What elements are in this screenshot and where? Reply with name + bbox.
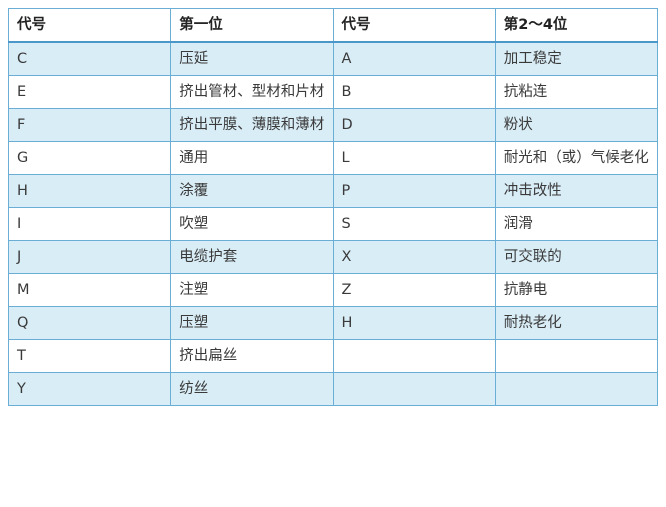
- table-cell: 耐光和（或）气候老化: [494, 141, 659, 175]
- table-row: H 涂覆 P 冲击改性: [7, 174, 659, 208]
- header-cell: 第2～4位: [494, 8, 659, 43]
- empty-cell: [494, 339, 659, 373]
- table-cell: C: [7, 41, 172, 76]
- table-body: C 压延 A 加工稳定 E 挤出管材、型材和片材 B 抗粘连 F 挤出平膜、薄膜和薄材 D 粉状 G 通用…: [7, 41, 659, 406]
- table-cell: 压延: [170, 41, 334, 76]
- table-cell: 吹塑: [170, 207, 334, 241]
- empty-cell: [332, 372, 496, 406]
- table-row: G 通用 L 耐光和（或）气候老化: [7, 141, 659, 175]
- table-row: E 挤出管材、型材和片材 B 抗粘连: [7, 75, 659, 109]
- table-cell: 耐热老化: [494, 306, 659, 340]
- table-cell: T: [7, 339, 172, 373]
- table-cell: A: [332, 41, 496, 76]
- table-cell: F: [7, 108, 172, 142]
- table-cell: 冲击改性: [494, 174, 659, 208]
- table-cell: 挤出扁丝: [170, 339, 334, 373]
- table-wrapper: 代号 第一位 代号 第2～4位 C 压延 A 加工稳定 E 挤出管材、型材和片材 B 抗粘连 F 挤出平…: [7, 8, 659, 406]
- table-cell: M: [7, 273, 172, 307]
- table-cell: 通用: [170, 141, 334, 175]
- table-row: M 注塑 Z 抗静电: [7, 273, 659, 307]
- table-row: Y 纺丝: [7, 372, 659, 406]
- table-cell: 挤出管材、型材和片材: [170, 75, 334, 109]
- table-cell: L: [332, 141, 496, 175]
- table-cell: 可交联的: [494, 240, 659, 274]
- empty-cell: [494, 372, 659, 406]
- table-cell: P: [332, 174, 496, 208]
- table-cell: 压塑: [170, 306, 334, 340]
- header-cell: 代号: [332, 8, 496, 43]
- code-table: 代号 第一位 代号 第2～4位 C 压延 A 加工稳定 E 挤出管材、型材和片材 B 抗粘连 F 挤出平…: [7, 8, 659, 406]
- table-cell: S: [332, 207, 496, 241]
- table-cell: Y: [7, 372, 172, 406]
- header-row: 代号 第一位 代号 第2～4位: [7, 8, 659, 43]
- table-cell: 加工稳定: [494, 41, 659, 76]
- header-cell: 代号: [7, 8, 172, 43]
- table-cell: G: [7, 141, 172, 175]
- empty-cell: [332, 339, 496, 373]
- table-row: Q 压塑 H 耐热老化: [7, 306, 659, 340]
- table-cell: 纺丝: [170, 372, 334, 406]
- table-cell: H: [332, 306, 496, 340]
- table-cell: Z: [332, 273, 496, 307]
- table-cell: H: [7, 174, 172, 208]
- table-cell: 润滑: [494, 207, 659, 241]
- table-cell: Q: [7, 306, 172, 340]
- header-cell: 第一位: [170, 8, 334, 43]
- table-cell: 粉状: [494, 108, 659, 142]
- table-cell: 抗静电: [494, 273, 659, 307]
- table-cell: J: [7, 240, 172, 274]
- table-row: T 挤出扁丝: [7, 339, 659, 373]
- table-cell: 注塑: [170, 273, 334, 307]
- table-row: I 吹塑 S 润滑: [7, 207, 659, 241]
- table-cell: 挤出平膜、薄膜和薄材: [170, 108, 334, 142]
- table-cell: 涂覆: [170, 174, 334, 208]
- table-cell: X: [332, 240, 496, 274]
- table-row: F 挤出平膜、薄膜和薄材 D 粉状: [7, 108, 659, 142]
- table-cell: 抗粘连: [494, 75, 659, 109]
- table-cell: 电缆护套: [170, 240, 334, 274]
- table-cell: E: [7, 75, 172, 109]
- table-row: J 电缆护套 X 可交联的: [7, 240, 659, 274]
- table-cell: D: [332, 108, 496, 142]
- table-cell: B: [332, 75, 496, 109]
- table-cell: I: [7, 207, 172, 241]
- table-row: C 压延 A 加工稳定: [7, 41, 659, 76]
